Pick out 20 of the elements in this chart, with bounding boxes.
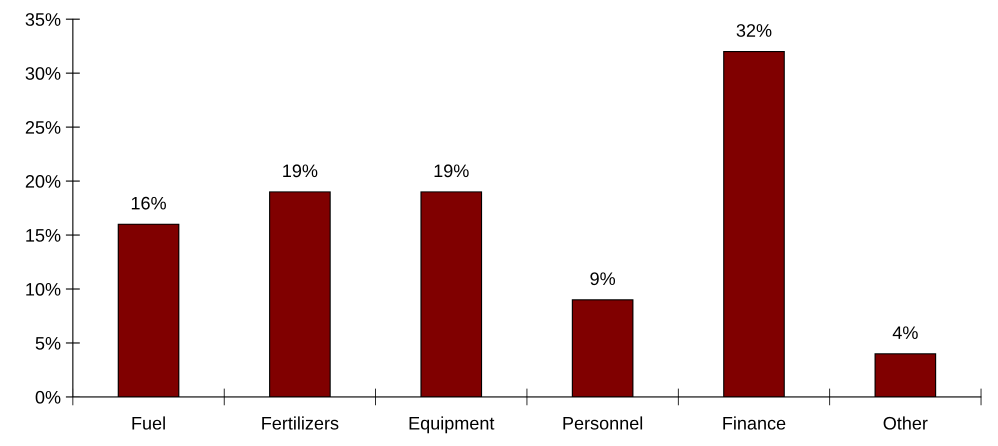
y-tick-label: 15% [26, 229, 60, 242]
y-tick-label: 20% [26, 175, 60, 188]
data-label: 19% [434, 164, 469, 178]
x-tick-label: Other [884, 416, 928, 430]
x-tick-label: Fuel [132, 416, 165, 430]
x-tick-label: Personnel [563, 416, 642, 430]
x-tick-label: Equipment [410, 416, 494, 434]
y-tick-label: 30% [26, 67, 60, 80]
x-tick-label: Finance [723, 416, 786, 430]
data-label: 19% [283, 164, 318, 178]
y-tick-label: 25% [26, 121, 60, 134]
x-tick-label: Fertilizers [262, 416, 338, 430]
y-tick-label: 10% [26, 282, 60, 296]
y-tick-label: 0% [36, 390, 60, 404]
data-label: 9% [590, 272, 616, 286]
y-tick-label: 5% [36, 336, 60, 350]
data-label: 16% [132, 196, 166, 210]
data-label: 32% [736, 24, 772, 37]
data-label: 4% [892, 326, 918, 340]
y-tick-label: 35% [26, 13, 60, 26]
